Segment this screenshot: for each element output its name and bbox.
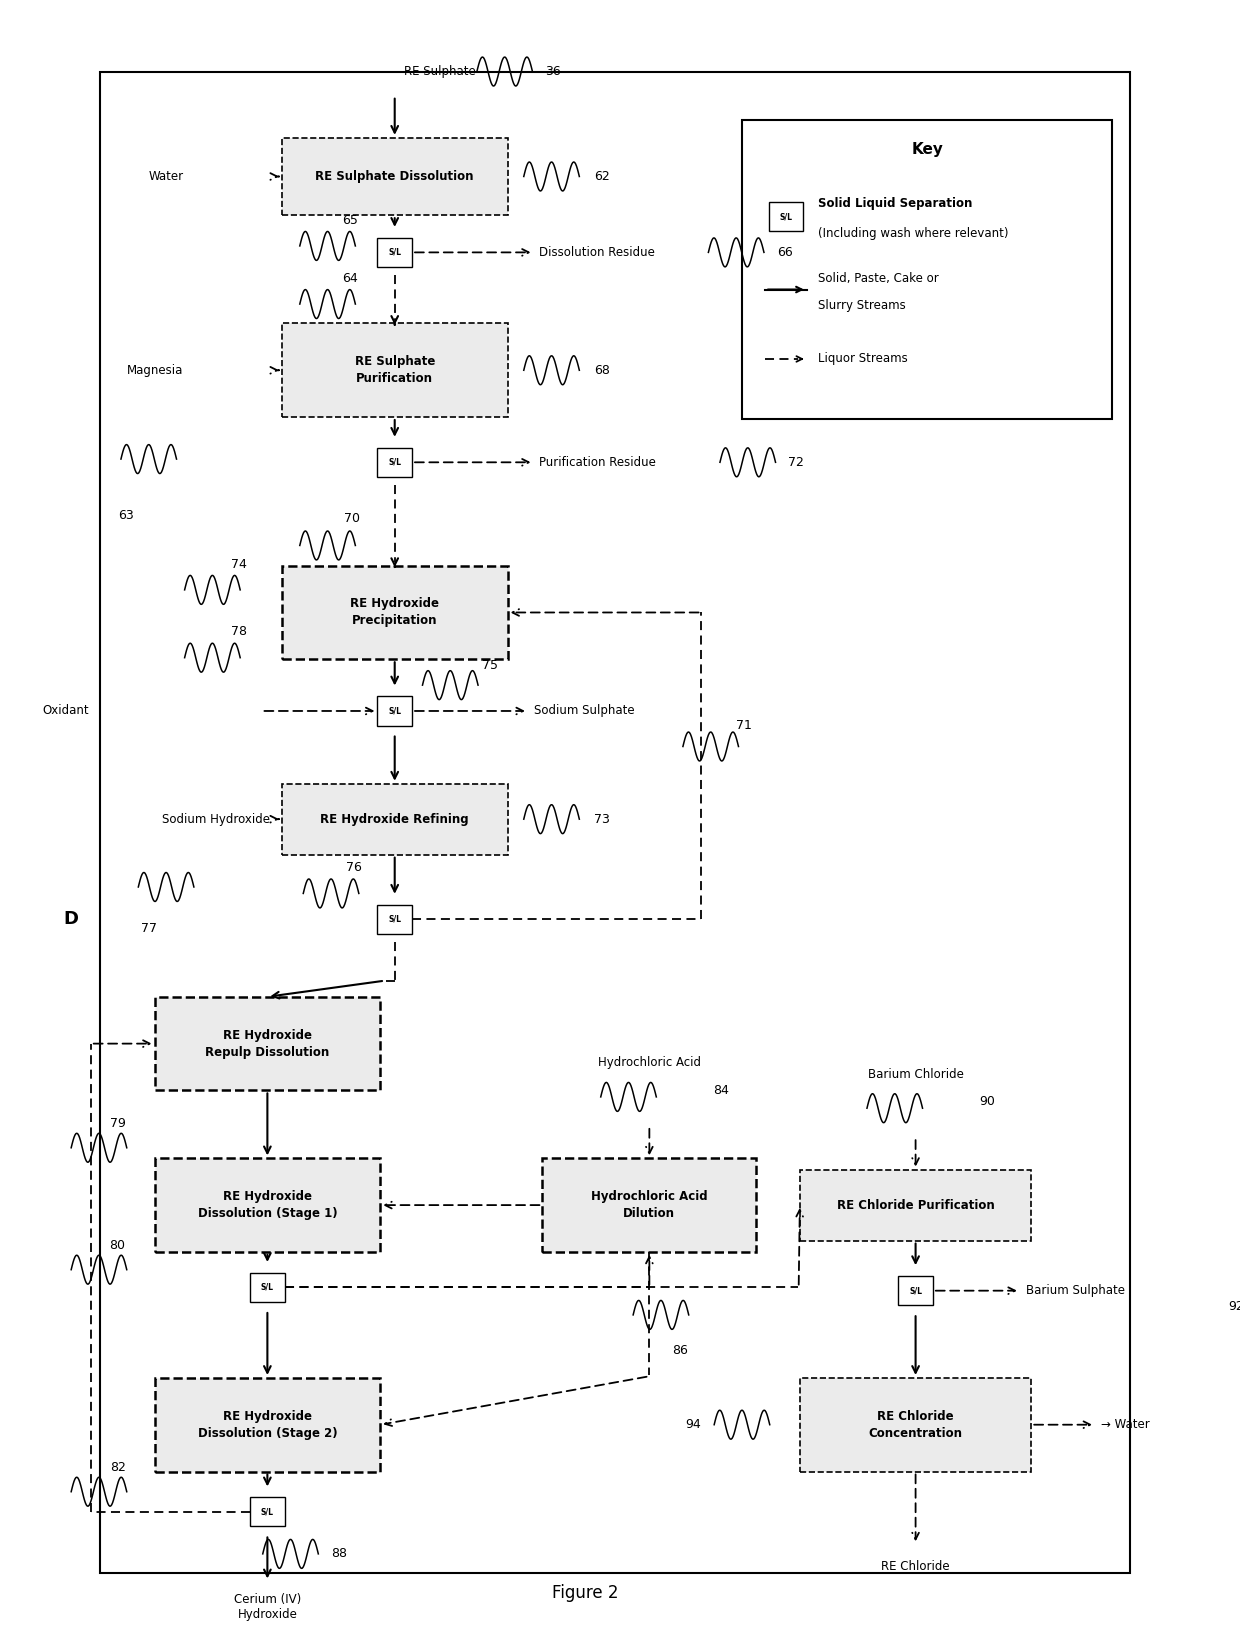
Text: Water: Water [149,170,184,183]
Text: Purification Residue: Purification Residue [539,456,656,469]
Bar [742,119,1112,418]
FancyBboxPatch shape [250,1497,285,1526]
Text: RE Hydroxide Refining: RE Hydroxide Refining [320,812,469,825]
Text: 62: 62 [594,170,610,183]
Text: 73: 73 [594,812,610,825]
Text: RE Chloride Purification: RE Chloride Purification [837,1199,994,1211]
Text: RE Hydroxide
Repulp Dissolution: RE Hydroxide Repulp Dissolution [206,1029,330,1059]
Text: (Including wash where relevant): (Including wash where relevant) [818,227,1009,240]
Text: Figure 2: Figure 2 [553,1583,619,1601]
Text: S/L: S/L [260,1508,274,1516]
Text: RE Chloride
Concentration: RE Chloride Concentration [868,1410,962,1440]
Text: S/L: S/L [780,212,792,221]
Text: S/L: S/L [388,706,402,716]
Text: → Water: → Water [1101,1418,1149,1431]
FancyBboxPatch shape [155,1159,381,1252]
Text: 68: 68 [594,364,610,377]
Text: Oxidant: Oxidant [43,704,89,717]
Text: Hydrochloric Acid
Dilution: Hydrochloric Acid Dilution [591,1190,708,1221]
FancyBboxPatch shape [377,696,412,725]
FancyBboxPatch shape [250,1273,285,1302]
Text: RE Chloride: RE Chloride [882,1560,950,1574]
Text: 92: 92 [1228,1301,1240,1314]
Text: RE Sulphate
Purification: RE Sulphate Purification [355,355,435,386]
Text: 90: 90 [980,1095,996,1108]
Text: Magnesia: Magnesia [126,364,184,377]
FancyBboxPatch shape [800,1377,1032,1472]
FancyBboxPatch shape [281,784,507,855]
FancyBboxPatch shape [281,565,507,659]
Text: RE Hydroxide
Precipitation: RE Hydroxide Precipitation [350,598,439,627]
FancyBboxPatch shape [155,997,381,1090]
Text: Dissolution Residue: Dissolution Residue [539,245,655,258]
FancyBboxPatch shape [377,905,412,933]
Text: Sodium Hydroxide: Sodium Hydroxide [162,812,270,825]
Text: 64: 64 [342,271,357,284]
FancyBboxPatch shape [377,448,412,477]
Text: RE Sulphate Dissolution: RE Sulphate Dissolution [315,170,474,183]
Text: RE Hydroxide
Dissolution (Stage 2): RE Hydroxide Dissolution (Stage 2) [197,1410,337,1440]
Text: Cerium (IV)
Hydroxide: Cerium (IV) Hydroxide [234,1593,301,1621]
Text: 84: 84 [713,1083,729,1096]
Text: Barium Sulphate: Barium Sulphate [1025,1284,1125,1297]
Text: 74: 74 [231,557,247,570]
Text: 72: 72 [789,456,804,469]
Text: 86: 86 [672,1343,688,1356]
Text: 88: 88 [331,1547,347,1560]
Text: 75: 75 [481,659,497,672]
Text: 70: 70 [343,511,360,525]
Text: S/L: S/L [909,1286,923,1296]
Text: RE Sulphate: RE Sulphate [404,65,476,78]
Text: S/L: S/L [388,458,402,467]
Text: 77: 77 [140,923,156,936]
Text: 63: 63 [118,510,134,523]
Text: Barium Chloride: Barium Chloride [868,1067,963,1080]
Text: Solid, Paste, Cake or: Solid, Paste, Cake or [818,271,939,284]
Text: Liquor Streams: Liquor Streams [818,353,908,366]
FancyBboxPatch shape [898,1276,932,1306]
FancyBboxPatch shape [542,1159,756,1252]
Text: 36: 36 [546,65,560,78]
Text: Slurry Streams: Slurry Streams [818,299,906,312]
Text: 78: 78 [231,626,247,639]
Text: Key: Key [911,142,944,157]
Text: 65: 65 [342,214,357,227]
Text: 82: 82 [109,1461,125,1474]
Text: 79: 79 [109,1118,125,1131]
FancyBboxPatch shape [377,239,412,266]
Text: 66: 66 [776,245,792,258]
Bar [99,72,1130,1574]
Text: RE Hydroxide
Dissolution (Stage 1): RE Hydroxide Dissolution (Stage 1) [197,1190,337,1221]
FancyBboxPatch shape [281,137,507,216]
FancyBboxPatch shape [281,324,507,417]
Text: Hydrochloric Acid: Hydrochloric Acid [598,1057,701,1070]
Text: Sodium Sulphate: Sodium Sulphate [533,704,634,717]
Text: Solid Liquid Separation: Solid Liquid Separation [818,198,972,211]
FancyBboxPatch shape [800,1170,1032,1240]
Text: S/L: S/L [260,1283,274,1292]
Text: 94: 94 [686,1418,702,1431]
Text: 76: 76 [346,861,362,874]
FancyBboxPatch shape [155,1377,381,1472]
Text: 71: 71 [737,719,751,732]
FancyBboxPatch shape [769,203,804,232]
Text: D: D [63,910,78,928]
Text: S/L: S/L [388,915,402,923]
Text: 80: 80 [109,1239,125,1252]
Text: S/L: S/L [388,248,402,257]
